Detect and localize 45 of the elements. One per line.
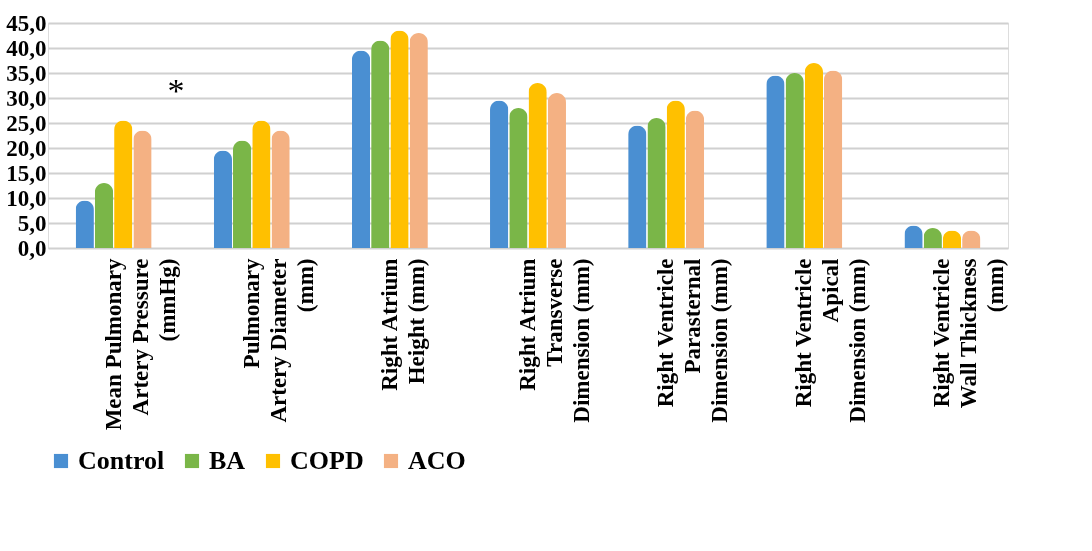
y-tick-label: 45,0	[6, 10, 47, 36]
bar	[685, 110, 705, 248]
bar	[785, 73, 804, 248]
bar	[133, 130, 152, 248]
bar	[628, 125, 647, 248]
y-tick-label: 20,0	[6, 135, 47, 161]
bar	[114, 120, 133, 248]
bar	[213, 150, 233, 248]
x-tick-label: Right Atrium Transverse Dimension (mm)	[515, 258, 594, 423]
y-tick-label: 0,0	[17, 235, 47, 261]
bar	[766, 75, 785, 248]
annotation: *	[167, 72, 185, 109]
bar	[528, 83, 547, 248]
y-tick-label: 35,0	[6, 60, 47, 86]
y-tick-label: 10,0	[6, 185, 47, 211]
legend-label: ACO	[408, 446, 466, 475]
y-tick-label: 15,0	[6, 160, 47, 186]
bar	[271, 130, 290, 248]
legend-label: BA	[209, 446, 246, 475]
bar	[371, 40, 390, 248]
y-tick-label: 5,0	[17, 210, 47, 236]
bar	[232, 140, 252, 248]
bar	[804, 63, 824, 248]
x-tick-label: Pulmonary Artery Diameter (mm)	[238, 258, 318, 423]
x-tick-label: Mean Pulmonary Artery Pressure (mmHg)	[100, 258, 180, 431]
bar	[666, 100, 685, 248]
x-tick-label: Right Ventricle Wall Thickness (mm)	[929, 258, 1009, 409]
bar	[94, 183, 114, 248]
legend-label: Control	[78, 446, 165, 475]
y-tick-label: 30,0	[6, 85, 47, 111]
bar	[409, 33, 428, 248]
bar	[647, 118, 666, 248]
bar	[351, 50, 371, 248]
bar	[823, 70, 843, 248]
bar	[509, 108, 528, 248]
bar	[547, 93, 566, 248]
x-tick-label: Right Ventricle Parasternal Dimension (mm)	[653, 258, 733, 423]
bar	[390, 30, 409, 248]
y-tick-label: 25,0	[6, 110, 47, 136]
bar	[490, 100, 509, 248]
x-tick-label: Right Atrium Height (mm)	[376, 258, 429, 391]
y-tick-label: 40,0	[6, 35, 47, 61]
bar	[252, 120, 271, 248]
x-tick-label: Right Ventricle Apical Dimension (mm)	[791, 258, 871, 423]
legend-label: COPD	[290, 446, 364, 475]
